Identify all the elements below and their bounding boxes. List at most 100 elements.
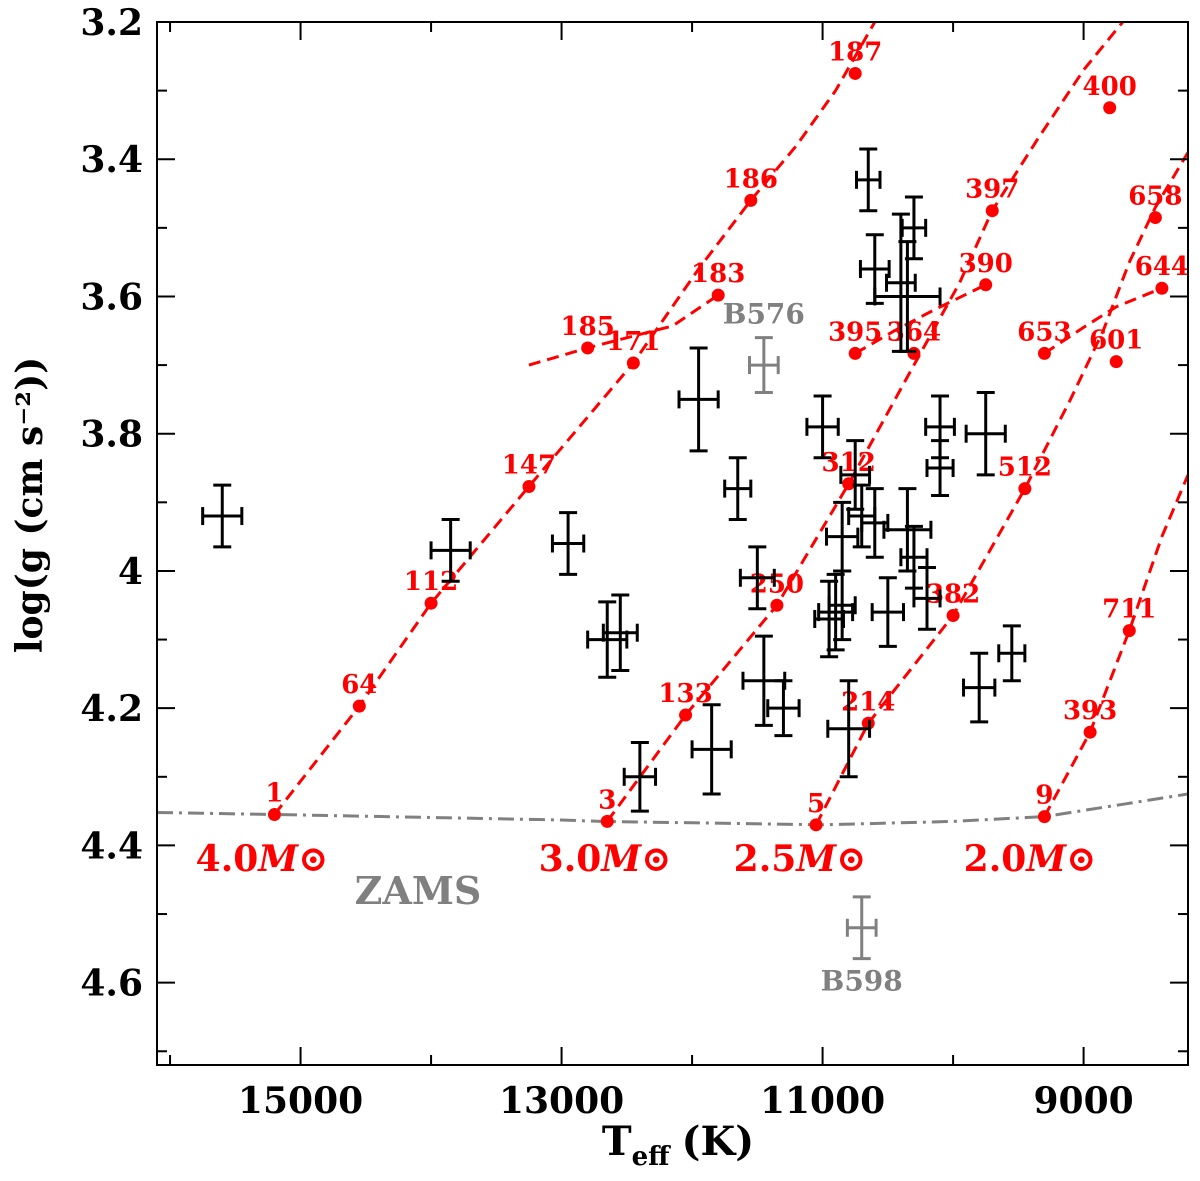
plot-frame bbox=[156, 21, 1189, 1066]
track-hook-line-2 bbox=[1043, 286, 1163, 355]
sun-symbol: ⊙ bbox=[641, 838, 671, 880]
age-marker-183 bbox=[711, 288, 725, 302]
age-marker-644 bbox=[1155, 281, 1169, 295]
sun-symbol: ⊙ bbox=[836, 838, 866, 880]
data-point-16 bbox=[824, 500, 860, 573]
age-label-397: 397 bbox=[965, 175, 1019, 205]
age-marker-400 bbox=[1103, 101, 1117, 115]
age-label-390: 390 bbox=[959, 249, 1013, 279]
age-label-171: 171 bbox=[606, 327, 660, 357]
x-tick-label-11000: 11000 bbox=[760, 1080, 885, 1122]
age-label-382: 382 bbox=[926, 580, 980, 610]
age-label-364: 364 bbox=[887, 317, 941, 347]
age-label-64: 64 bbox=[341, 670, 377, 700]
age-marker-1 bbox=[267, 808, 281, 822]
data-point-11 bbox=[766, 679, 801, 738]
age-label-312: 312 bbox=[822, 448, 876, 478]
age-marker-393 bbox=[1083, 725, 1097, 739]
y-tick-label-4.4: 4.4 bbox=[80, 825, 143, 867]
y-tick-label-4.2: 4.2 bbox=[80, 688, 143, 730]
data-point-28 bbox=[899, 524, 929, 590]
age-label-186: 186 bbox=[724, 164, 778, 194]
age-label-512: 512 bbox=[998, 453, 1052, 483]
age-marker-312 bbox=[842, 477, 856, 491]
y-tick-label-4: 4 bbox=[118, 551, 143, 593]
x-axis-title: Teff (K) bbox=[602, 1118, 754, 1172]
y-tick-label-3.6: 3.6 bbox=[80, 276, 143, 318]
data-point-31 bbox=[925, 439, 955, 497]
age-label-400: 400 bbox=[1083, 72, 1137, 102]
age-marker-364 bbox=[907, 346, 921, 360]
y-tick-label-3.4: 3.4 bbox=[80, 139, 143, 181]
age-marker-185 bbox=[581, 341, 595, 355]
age-marker-147 bbox=[522, 480, 536, 494]
x-tick-label-15000: 15000 bbox=[238, 1080, 363, 1122]
age-label-183: 183 bbox=[691, 259, 745, 289]
star-label-B598: B598 bbox=[821, 965, 903, 998]
age-marker-397 bbox=[985, 204, 999, 218]
age-label-601: 601 bbox=[1089, 326, 1143, 356]
age-marker-250 bbox=[770, 598, 784, 612]
age-marker-512 bbox=[1018, 482, 1032, 496]
mass-symbol: M bbox=[794, 838, 837, 880]
axes-layer: 4.0M⊙ 3.0M⊙ 2.5M⊙ 2.0M⊙15000 13000 11000 90003… bbox=[80, 2, 1189, 1122]
data-point-35: B576 bbox=[723, 298, 805, 395]
age-marker-133 bbox=[679, 708, 693, 722]
data-point-32 bbox=[962, 651, 997, 724]
data-point-20 bbox=[855, 147, 882, 213]
track-line-2 bbox=[814, 151, 1188, 826]
mass-symbol: M bbox=[256, 838, 299, 880]
y-tick-label-3.2: 3.2 bbox=[80, 2, 143, 44]
data-point-36: B598 bbox=[821, 895, 903, 998]
age-marker-395 bbox=[848, 346, 862, 360]
age-marker-64 bbox=[352, 699, 366, 713]
data-point-6 bbox=[677, 346, 720, 453]
data-point-7 bbox=[690, 703, 733, 796]
y-tick-label-3.8: 3.8 bbox=[80, 414, 143, 456]
age-marker-112 bbox=[424, 596, 438, 610]
age-label-187: 187 bbox=[828, 37, 882, 67]
age-label-711: 711 bbox=[1102, 595, 1156, 625]
x-axis-title-main: T bbox=[602, 1118, 632, 1165]
age-marker-711 bbox=[1122, 624, 1136, 638]
data-point-34 bbox=[997, 624, 1027, 683]
age-label-3: 3 bbox=[598, 785, 616, 815]
tracks-layer: 1641121471711851831861873133250312395390… bbox=[265, 22, 1189, 832]
data-point-24 bbox=[885, 212, 917, 353]
x-axis-title-unit: (K) bbox=[682, 1118, 755, 1165]
mass-label-3: 2.0M⊙ bbox=[964, 838, 1097, 880]
age-label-147: 147 bbox=[502, 451, 556, 481]
data-point-26 bbox=[882, 487, 933, 573]
age-label-185: 185 bbox=[561, 312, 615, 342]
mass-value: 2.0 bbox=[964, 838, 1027, 880]
data-point-27 bbox=[900, 195, 928, 261]
age-label-393: 393 bbox=[1063, 696, 1117, 726]
data-point-1 bbox=[429, 517, 472, 583]
age-marker-382 bbox=[946, 609, 960, 623]
mass-value: 2.5 bbox=[734, 838, 797, 880]
track-hook-line-0 bbox=[528, 293, 720, 367]
age-label-644: 644 bbox=[1135, 252, 1189, 282]
data-point-12 bbox=[805, 394, 840, 460]
x-tick-label-13000: 13000 bbox=[499, 1080, 624, 1122]
age-marker-171 bbox=[626, 356, 640, 370]
zams-label: ZAMS bbox=[355, 868, 482, 913]
track-line-0 bbox=[273, 22, 877, 816]
mass-label-2: 2.5M⊙ bbox=[734, 838, 867, 880]
track-line-3 bbox=[1043, 474, 1188, 818]
data-point-2 bbox=[550, 511, 586, 576]
mass-symbol: M bbox=[1024, 838, 1067, 880]
age-marker-658 bbox=[1148, 211, 1162, 225]
x-axis-title-sub: eff bbox=[632, 1142, 672, 1172]
age-marker-9 bbox=[1037, 810, 1051, 824]
mass-value: 4.0 bbox=[196, 838, 259, 880]
data-point-4 bbox=[601, 593, 639, 672]
zams-line bbox=[157, 792, 1188, 827]
age-marker-186 bbox=[744, 193, 758, 207]
mass-label-0: 4.0M⊙ bbox=[196, 838, 329, 880]
age-label-658: 658 bbox=[1128, 182, 1182, 212]
data-point-0 bbox=[201, 483, 244, 549]
age-label-9: 9 bbox=[1035, 781, 1053, 811]
track-line-1 bbox=[605, 22, 1124, 823]
